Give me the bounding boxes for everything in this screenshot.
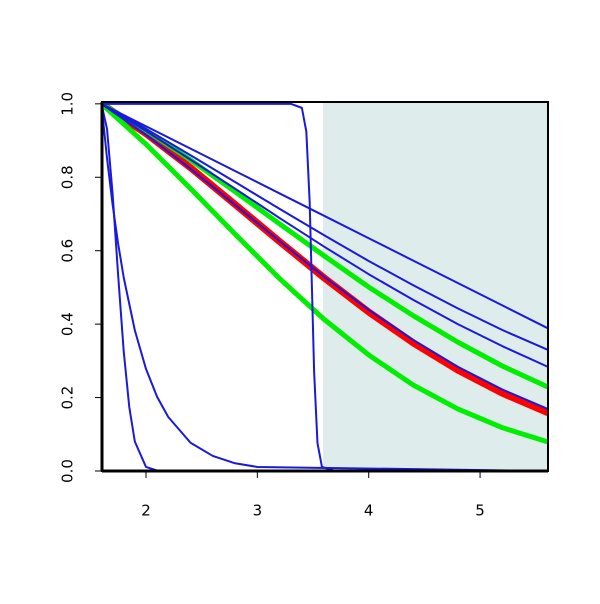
- line-series: [102, 102, 548, 445]
- axes: 2 3 4 5 0.0 0.2 0.4 0.6 0.8 1.0: [59, 92, 549, 520]
- x-tick-label: 5: [475, 502, 485, 520]
- line-series: [102, 103, 548, 471]
- line-series: [102, 103, 548, 368]
- plot-area: [102, 102, 548, 471]
- line-series: [102, 102, 548, 471]
- y-tick-label: 0.0: [59, 459, 77, 483]
- x-tick-label: 2: [141, 502, 151, 520]
- line-series: [102, 103, 548, 351]
- shaded-region: [323, 102, 548, 471]
- line-series: [102, 103, 548, 410]
- x-tick-label: 3: [253, 502, 263, 520]
- x-tick-label: 4: [364, 502, 374, 520]
- y-tick-label: 0.6: [59, 239, 77, 263]
- y-tick-label: 0.2: [59, 386, 77, 410]
- line-series: [102, 102, 548, 329]
- y-tick-label: 0.8: [59, 165, 77, 189]
- y-tick-label: 1.0: [59, 92, 77, 116]
- y-tick-label: 0.4: [59, 312, 77, 336]
